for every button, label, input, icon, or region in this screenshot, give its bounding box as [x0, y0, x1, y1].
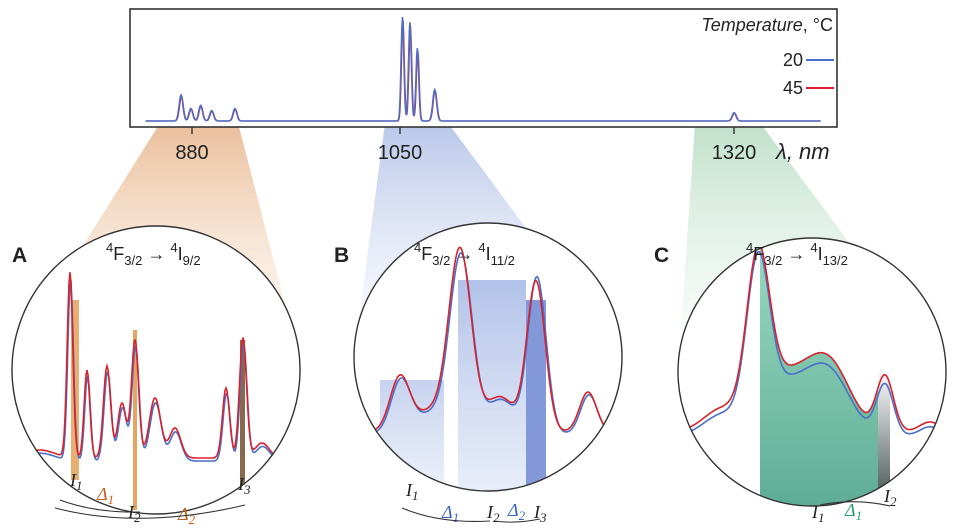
legend-entry-20: 20: [783, 50, 803, 70]
panel-c-label-i1: I1: [811, 502, 825, 525]
transition-sub: 3/2: [124, 253, 142, 268]
panel-b-bracket-d1: [401, 507, 491, 522]
panel-c-band-area: [760, 245, 878, 506]
panel-a-label-i1: I1: [69, 470, 83, 493]
panel-a-bracket-d1: [59, 499, 141, 513]
panel-a-bracket-d2: [54, 504, 246, 519]
panel-b-letter: B: [334, 244, 349, 267]
transition-i: I: [818, 244, 823, 264]
panel-c-label-d1: Δ1: [844, 500, 862, 523]
panel-a-circle-bg: [12, 226, 300, 514]
panel-b-band-i3: [526, 300, 546, 491]
panel-a-label-i3: I3: [237, 474, 251, 497]
panel-c-bracket-d1: [819, 501, 891, 507]
panel-a-plot: [13, 272, 300, 514]
transition-arrow: →: [782, 244, 810, 264]
panel-a-transition: 4F3/2 → 4I9/2: [106, 240, 201, 268]
axis-unit-label: λ, nm: [775, 139, 830, 164]
panel-b-series-20-line: [354, 251, 622, 435]
legend-entry-45: 45: [783, 78, 803, 98]
transition-sub: 3/2: [432, 253, 450, 268]
panel-b-band-i2: [458, 280, 526, 491]
panel-b-circle: [353, 222, 623, 492]
tick-label-880: 880: [175, 142, 208, 164]
tick-label-1050: 1050: [378, 142, 423, 164]
transition-sub: 13/2: [823, 253, 848, 268]
transition-sup: 4: [746, 240, 753, 255]
panel-b-series-45-line: [354, 246, 622, 433]
tick-label-1320: 1320: [712, 142, 757, 164]
transition-f: F: [753, 244, 764, 264]
panel-a-label-d1: Δ1: [96, 484, 114, 507]
panel-a-band-i3: [240, 340, 245, 514]
panel-b-bracket-d2: [493, 518, 541, 523]
transition-f: F: [421, 244, 432, 264]
panel-c-plot: [678, 243, 946, 506]
transition-sub: 9/2: [183, 253, 201, 268]
panel-b-label-d2: Δ2: [507, 500, 526, 523]
transition-i: I: [486, 244, 491, 264]
panel-c-circle: [677, 237, 947, 507]
transition-sub: 11/2: [491, 253, 515, 268]
transition-arrow: →: [450, 244, 478, 264]
panel-a-series-45-line: [13, 272, 300, 459]
transition-sup: 4: [170, 240, 177, 255]
panel-b-label-d1: Δ1: [441, 502, 459, 525]
legend-title-unit: , °C: [803, 15, 833, 35]
panel-b-label-i3: I3: [533, 502, 547, 525]
panel-c-series-20-line: [678, 250, 946, 436]
panel-a-band-i2: [133, 330, 137, 510]
panel-a-label-d2: Δ2: [177, 504, 196, 527]
panel-a-letter: A: [12, 244, 27, 267]
panel-c-band-i2: [878, 370, 890, 506]
overview-series-20-line: [145, 16, 821, 122]
panel-b-label-i1: I1: [405, 480, 419, 503]
panel-b-plot: [354, 246, 622, 491]
transition-sup: 4: [106, 240, 113, 255]
panel-c-transition: 4F3/2 → 4I13/2: [746, 240, 848, 268]
transition-f: F: [113, 244, 124, 264]
overview-frame: [129, 8, 838, 128]
panel-b-label-i2: I2: [486, 502, 500, 525]
transition-arrow: →: [142, 244, 170, 264]
transition-i: I: [178, 244, 183, 264]
transition-sub: 3/2: [764, 253, 782, 268]
legend-title: Temperature, °C: [701, 15, 833, 35]
panel-c-series-45-line: [678, 243, 946, 432]
panel-c-letter: C: [654, 244, 669, 267]
panel-b-transition: 4F3/2 → 4I11/2: [414, 240, 515, 268]
panel-c-label-i2: I2: [883, 486, 897, 509]
panel-a-circle: [11, 225, 301, 515]
legend-title-italic: Temperature: [701, 15, 802, 35]
transition-sup: 4: [810, 240, 817, 255]
transition-sup: 4: [478, 240, 485, 255]
transition-sup: 4: [414, 240, 421, 255]
